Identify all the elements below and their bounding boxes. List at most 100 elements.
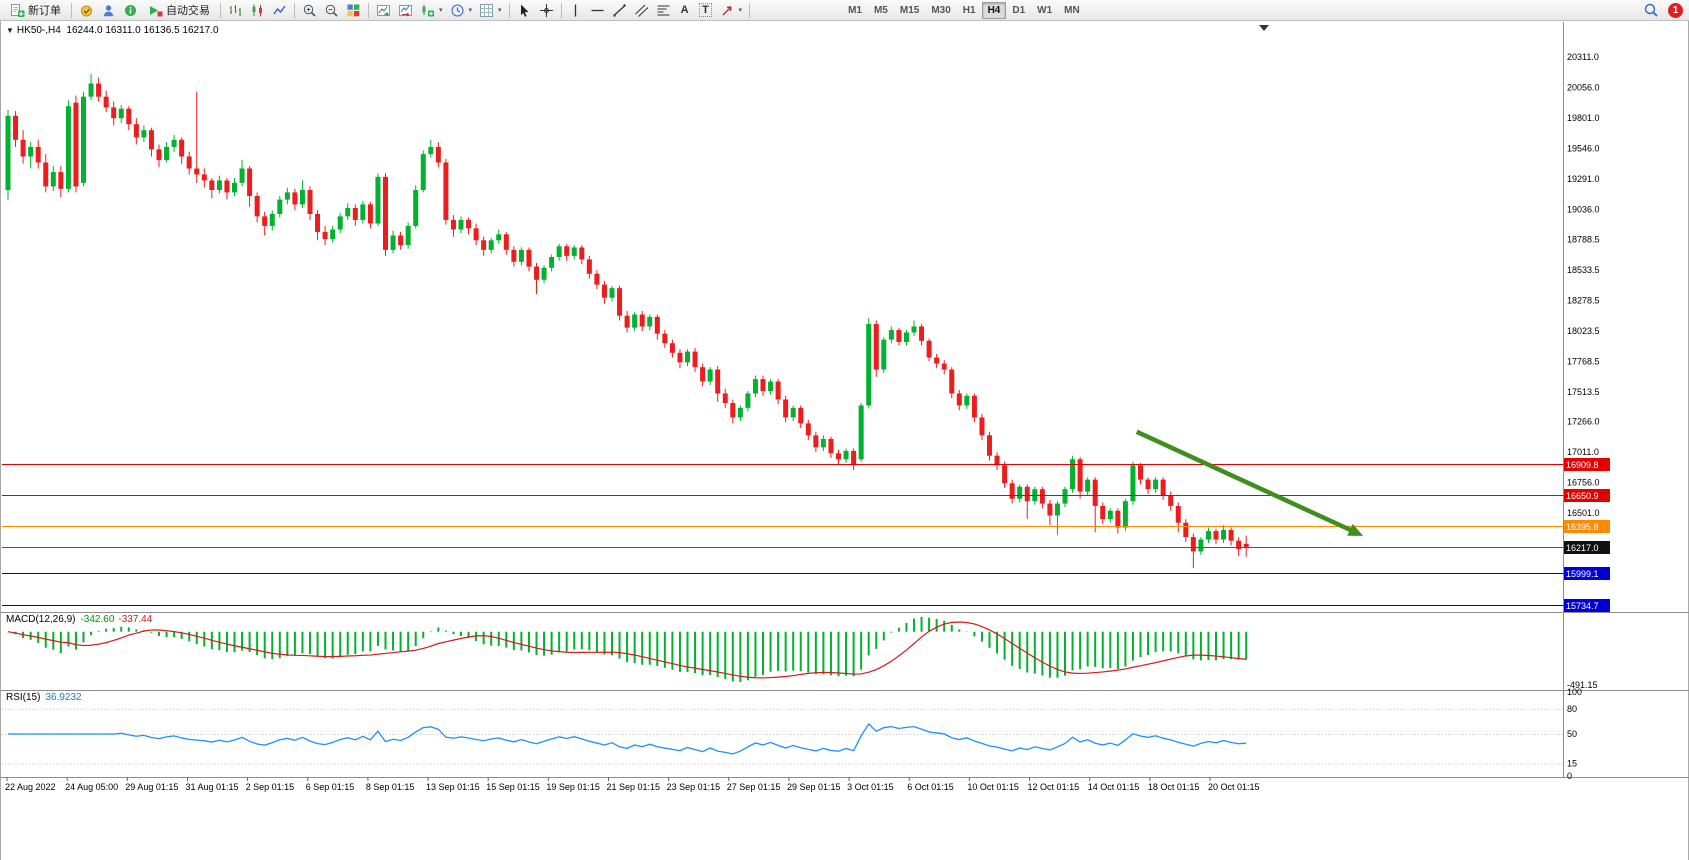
price-tag bbox=[1564, 567, 1610, 580]
y-axis-tick: 20056.0 bbox=[1567, 83, 1600, 93]
rsi-axis-tick: 100 bbox=[1567, 687, 1582, 697]
auto-trading-button[interactable]: 自动交易 bbox=[142, 1, 216, 19]
zoom-out-icon bbox=[325, 4, 338, 17]
metaeditor-button[interactable] bbox=[76, 1, 97, 19]
timeframe-group: M1 M5 M15 M30 H1 H4 D1 W1 MN bbox=[842, 1, 1086, 19]
vertical-line-button[interactable] bbox=[566, 1, 586, 19]
y-axis-tick: 17768.5 bbox=[1567, 356, 1600, 366]
x-axis-label: 2 Sep 01:15 bbox=[246, 782, 295, 792]
timeframe-button-d1[interactable]: D1 bbox=[1012, 4, 1026, 16]
market-info-button[interactable] bbox=[120, 1, 141, 19]
auto-scroll-icon bbox=[377, 4, 390, 16]
zoom-in-icon bbox=[303, 4, 316, 17]
timeframe-button-m15[interactable]: M15 bbox=[899, 4, 920, 16]
dropdown-caret: ▾ bbox=[498, 7, 502, 14]
new-order-button[interactable]: 新订单 bbox=[4, 1, 67, 19]
templates-icon bbox=[480, 3, 494, 17]
cursor-button[interactable] bbox=[514, 1, 535, 19]
arrows-icon bbox=[722, 5, 732, 15]
y-axis-tick: 19291.0 bbox=[1567, 174, 1600, 184]
macd-name: MACD(12,26,9) bbox=[6, 614, 76, 625]
fibonacci-button[interactable] bbox=[653, 1, 674, 19]
timeframe-button-mn[interactable]: MN bbox=[1064, 4, 1080, 16]
x-axis-label: 12 Oct 01:15 bbox=[1028, 782, 1080, 792]
horizontal-line-button[interactable] bbox=[587, 1, 608, 19]
chart-dropdown-icon[interactable]: ▼ bbox=[6, 26, 14, 35]
timeframe-button-w1[interactable]: W1 bbox=[1037, 4, 1053, 16]
price-tag-label: 15999.1 bbox=[1566, 569, 1599, 579]
user-profile-button[interactable] bbox=[98, 1, 119, 19]
clock-icon bbox=[451, 4, 464, 16]
new-chart-icon bbox=[422, 4, 434, 16]
rsi-label: RSI(15) 36.9232 bbox=[6, 692, 82, 704]
chart-shift-marker[interactable] bbox=[1259, 25, 1269, 31]
channel-icon bbox=[634, 4, 648, 17]
horizontal-lines-layer[interactable] bbox=[2, 464, 1564, 606]
notification-badge[interactable]: 1 bbox=[1668, 2, 1683, 18]
candles-layer bbox=[5, 73, 1249, 569]
y-axis-tick: 16756.0 bbox=[1567, 478, 1600, 488]
price-tag-label: 16650.9 bbox=[1566, 491, 1599, 501]
zoom-in-button[interactable] bbox=[299, 1, 320, 19]
y-axis-tick: 18533.5 bbox=[1567, 265, 1600, 275]
x-axis-label: 19 Sep 01:15 bbox=[546, 782, 600, 792]
x-axis-label: 24 Aug 05:00 bbox=[65, 782, 118, 792]
y-axis-tick: 18788.5 bbox=[1567, 234, 1600, 244]
dropdown-caret: ▾ bbox=[738, 7, 743, 14]
tile-windows-button[interactable] bbox=[343, 1, 364, 19]
bar-chart-icon bbox=[230, 4, 241, 16]
y-axis-tick: 19801.0 bbox=[1567, 113, 1600, 123]
bar-chart-button[interactable] bbox=[225, 1, 246, 19]
dropdown-caret: ▾ bbox=[468, 7, 473, 14]
horizontal-line-icon bbox=[591, 9, 604, 11]
toolbar-separator bbox=[749, 2, 751, 18]
x-axis-label: 21 Sep 01:15 bbox=[607, 782, 661, 792]
chart-shift-button[interactable] bbox=[395, 1, 416, 19]
rsi-axis-tick: 15 bbox=[1567, 758, 1577, 768]
timeframe-button-h1[interactable]: H1 bbox=[962, 4, 976, 16]
timeframe-button-h4[interactable]: H4 bbox=[981, 1, 1007, 19]
toolbar: 新订单 自动交易 ▾ ▾ ▾ A T ▾ bbox=[0, 0, 1689, 21]
zoom-out-button[interactable] bbox=[321, 1, 342, 19]
price-tag-label: 16217.0 bbox=[1566, 543, 1599, 553]
x-axis-label: 8 Sep 01:15 bbox=[366, 782, 415, 792]
toolbar-separator bbox=[220, 2, 221, 18]
price-tag bbox=[1564, 458, 1610, 471]
chart-ohlc-values: 16244.0 16311.0 16136.5 16217.0 bbox=[66, 25, 219, 36]
macd-value-signal: -337.44 bbox=[118, 614, 153, 625]
y-axis-tick: 20311.0 bbox=[1567, 52, 1599, 62]
channel-button[interactable] bbox=[631, 1, 652, 19]
vertical-line-icon bbox=[574, 4, 577, 16]
toolbar-separator bbox=[368, 2, 369, 18]
timeframe-button-m30[interactable]: M30 bbox=[931, 4, 951, 16]
timeframe-button-m5[interactable]: M5 bbox=[873, 4, 888, 16]
trendline-button[interactable] bbox=[609, 1, 630, 19]
arrows-button[interactable]: ▾ bbox=[717, 1, 746, 19]
chart-symbol-period: HK50-,H4 bbox=[16, 25, 61, 36]
x-axis-label: 31 Aug 01:15 bbox=[185, 782, 238, 792]
trend-arrow[interactable] bbox=[1135, 429, 1364, 536]
macd-axis-min: -491.15 bbox=[1567, 680, 1598, 690]
text-button[interactable]: A bbox=[675, 1, 695, 19]
new-chart-button[interactable]: ▾ bbox=[417, 1, 446, 19]
line-chart-button[interactable] bbox=[269, 1, 290, 19]
price-axis[interactable]: 16909.8 16650.9 16395.8 16217.0 15999.1 15734… bbox=[1564, 52, 1610, 781]
crosshair-button[interactable] bbox=[536, 1, 557, 19]
templates-button[interactable]: ▾ bbox=[476, 1, 505, 19]
time-axis[interactable]: 22 Aug 2022 24 Aug 05:00 29 Aug 01:15 31 Au… bbox=[5, 777, 1260, 792]
search-button[interactable] bbox=[1640, 1, 1662, 19]
toolbar-separator bbox=[294, 2, 295, 18]
trendline-icon bbox=[612, 3, 626, 17]
chart-shift-icon bbox=[399, 4, 412, 16]
timeframe-button-m1[interactable]: M1 bbox=[848, 4, 862, 16]
text-label-button[interactable]: T bbox=[696, 1, 716, 19]
price-tag bbox=[1564, 489, 1610, 502]
auto-scroll-button[interactable] bbox=[373, 1, 394, 19]
toolbar-separator bbox=[560, 2, 562, 18]
candlestick-chart-button[interactable] bbox=[247, 1, 268, 19]
x-axis-label: 20 Oct 01:15 bbox=[1208, 782, 1260, 792]
periods-button[interactable]: ▾ bbox=[447, 1, 476, 19]
candlestick-chart-icon bbox=[252, 4, 262, 16]
